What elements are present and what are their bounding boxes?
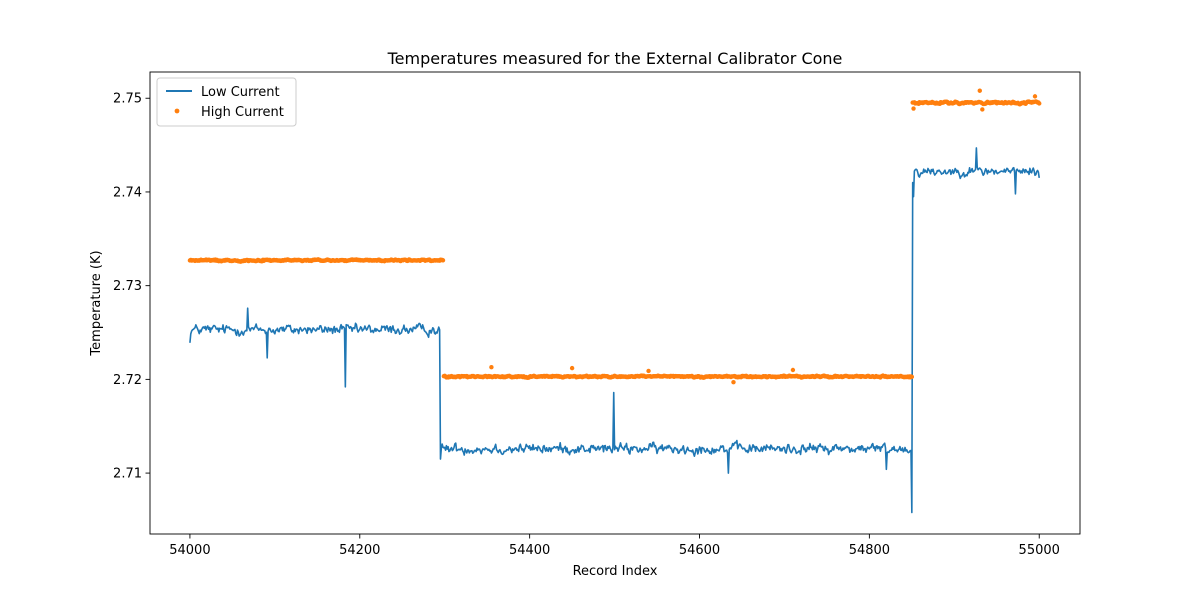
x-tick-label: 54400 (509, 543, 550, 558)
y-tick-label: 2.72 (113, 373, 142, 388)
data-point (909, 374, 915, 380)
x-tick-label: 54800 (849, 543, 890, 558)
x-tick-label: 55000 (1019, 543, 1060, 558)
data-point (911, 106, 916, 111)
data-point (977, 88, 982, 93)
plot-frame (149, 71, 1081, 535)
y-tick-label: 2.73 (113, 279, 142, 294)
y-tick-label: 2.75 (113, 92, 142, 107)
data-point (569, 365, 575, 371)
legend-label-low-current: Low Current (201, 85, 280, 100)
y-tick-label: 2.71 (113, 467, 142, 482)
y-tick-label: 2.74 (113, 185, 142, 200)
data-point (790, 367, 796, 373)
y-axis: 2.71 2.72 2.73 2.74 2.75 (113, 92, 150, 482)
data-point (980, 107, 985, 112)
legend-label-high-current: High Current (201, 105, 284, 120)
data-point (731, 379, 736, 385)
x-tick-label: 54000 (169, 543, 210, 558)
x-tick-label: 54600 (679, 543, 720, 558)
series-points-high-current (187, 88, 1042, 385)
data-point (440, 258, 446, 263)
plot-background (150, 72, 1080, 534)
x-axis: 54000 54200 54400 54600 54800 55000 (169, 534, 1060, 558)
data-point (1037, 101, 1042, 106)
y-axis-label: Temperature (K) (89, 250, 104, 356)
chart-title: Temperatures measured for the External C… (387, 49, 843, 68)
series-layer (187, 88, 1042, 514)
x-tick-label: 54200 (339, 543, 380, 558)
x-axis-label: Record Index (573, 564, 658, 579)
series-line-low-current (189, 147, 1041, 514)
data-point (646, 368, 651, 374)
legend: Low Current High Current (156, 77, 297, 127)
data-point (1032, 94, 1038, 99)
legend-swatch-high-current (174, 108, 180, 114)
data-point (489, 364, 494, 370)
